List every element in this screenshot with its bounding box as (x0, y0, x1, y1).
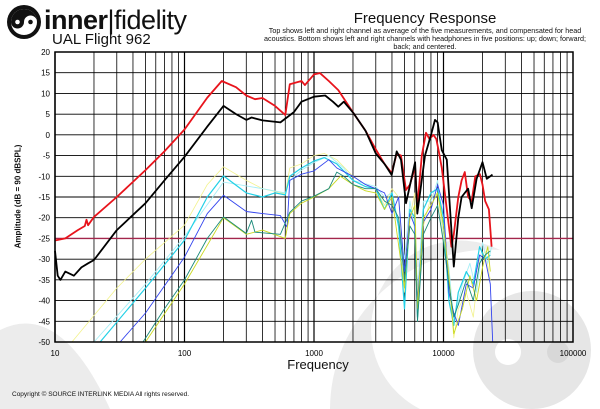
y-tick-label: -5 (43, 152, 51, 161)
y-tick-label: -15 (38, 193, 50, 202)
x-axis-label: Frequency (287, 357, 349, 372)
x-tick-label: 100 (178, 349, 192, 358)
y-tick-label: 10 (41, 89, 50, 98)
series-line-6 (54, 72, 493, 248)
logo-bold: inner (44, 5, 108, 35)
series-line-4 (145, 175, 491, 343)
product-name: UAL Flight 962 (52, 31, 151, 48)
series-line-3 (119, 159, 494, 343)
y-tick-label: -10 (38, 172, 50, 181)
y-tick-label: -40 (38, 297, 50, 306)
watermark (0, 240, 591, 409)
x-tick-label: 100000 (560, 349, 587, 358)
x-tick-label: 10000 (432, 349, 455, 358)
y-tick-label: 0 (46, 131, 51, 140)
watermark-circle (473, 291, 591, 409)
series-line-7 (54, 94, 494, 281)
watermark-dot (547, 341, 569, 363)
x-tick-label: 10 (51, 349, 60, 358)
plot-frame (54, 51, 574, 343)
series-line-0 (71, 153, 491, 343)
watermark-swirl (330, 240, 500, 409)
watermark-swirl (0, 323, 110, 409)
y-tick-label: -45 (38, 317, 50, 326)
series-line-2 (99, 157, 491, 343)
y-tick-label: -50 (38, 338, 50, 347)
logo-wordmark: inner|fidelity (44, 5, 187, 35)
series-lines (54, 72, 573, 343)
chart-description: Top shows left and right channel as aver… (263, 26, 587, 51)
logo-icon (7, 5, 41, 39)
x-tick-label: 1000 (305, 349, 323, 358)
logo-thin: fidelity (114, 5, 187, 35)
y-tick-label: 20 (41, 48, 50, 57)
copyright: Copyright © SOURCE INTERLINK MEDIA All r… (12, 391, 190, 398)
y-tick-label: -20 (38, 214, 50, 223)
watermark-dot (495, 339, 521, 365)
y-tick-label: -35 (38, 276, 50, 285)
y-tick-label: 15 (41, 69, 50, 78)
y-tick-label: 5 (46, 110, 51, 119)
y-axis-label: Amplitude (dB = 90 dBSPL) (13, 144, 23, 249)
y-tick-label: -25 (38, 234, 50, 243)
series-line-5 (142, 171, 491, 343)
chart-title: Frequency Response (353, 10, 497, 27)
y-tick-label: -30 (38, 255, 50, 264)
